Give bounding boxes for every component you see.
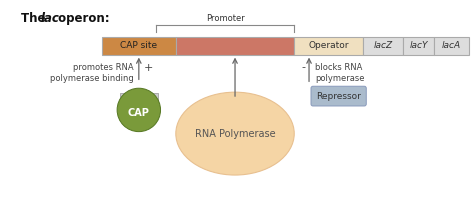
Circle shape [117,88,161,132]
Bar [363,37,403,55]
Text: lacY: lacY [410,41,428,50]
Text: Repressor: Repressor [316,92,361,101]
Bar [120,93,157,109]
Bar [176,37,294,55]
Text: The: The [21,12,50,25]
Text: RNA Polymerase: RNA Polymerase [195,129,275,139]
Text: operon:: operon: [55,12,110,25]
Text: lacA: lacA [442,41,461,50]
Bar [102,37,176,55]
Text: lacZ: lacZ [374,41,392,50]
Text: lac: lac [41,12,60,25]
Text: promotes RNA
polymerase binding: promotes RNA polymerase binding [50,62,134,83]
Ellipse shape [176,92,294,175]
Bar [403,37,434,55]
Text: blocks RNA
polymerase: blocks RNA polymerase [315,62,365,83]
Text: -: - [301,62,305,73]
Text: +: + [144,62,153,73]
FancyBboxPatch shape [311,86,366,106]
Bar [434,37,469,55]
Text: CAP: CAP [128,108,150,118]
Bar [294,37,363,55]
Text: Promoter: Promoter [206,14,245,23]
Text: CAP site: CAP site [120,41,157,50]
Text: Operator: Operator [309,41,349,50]
